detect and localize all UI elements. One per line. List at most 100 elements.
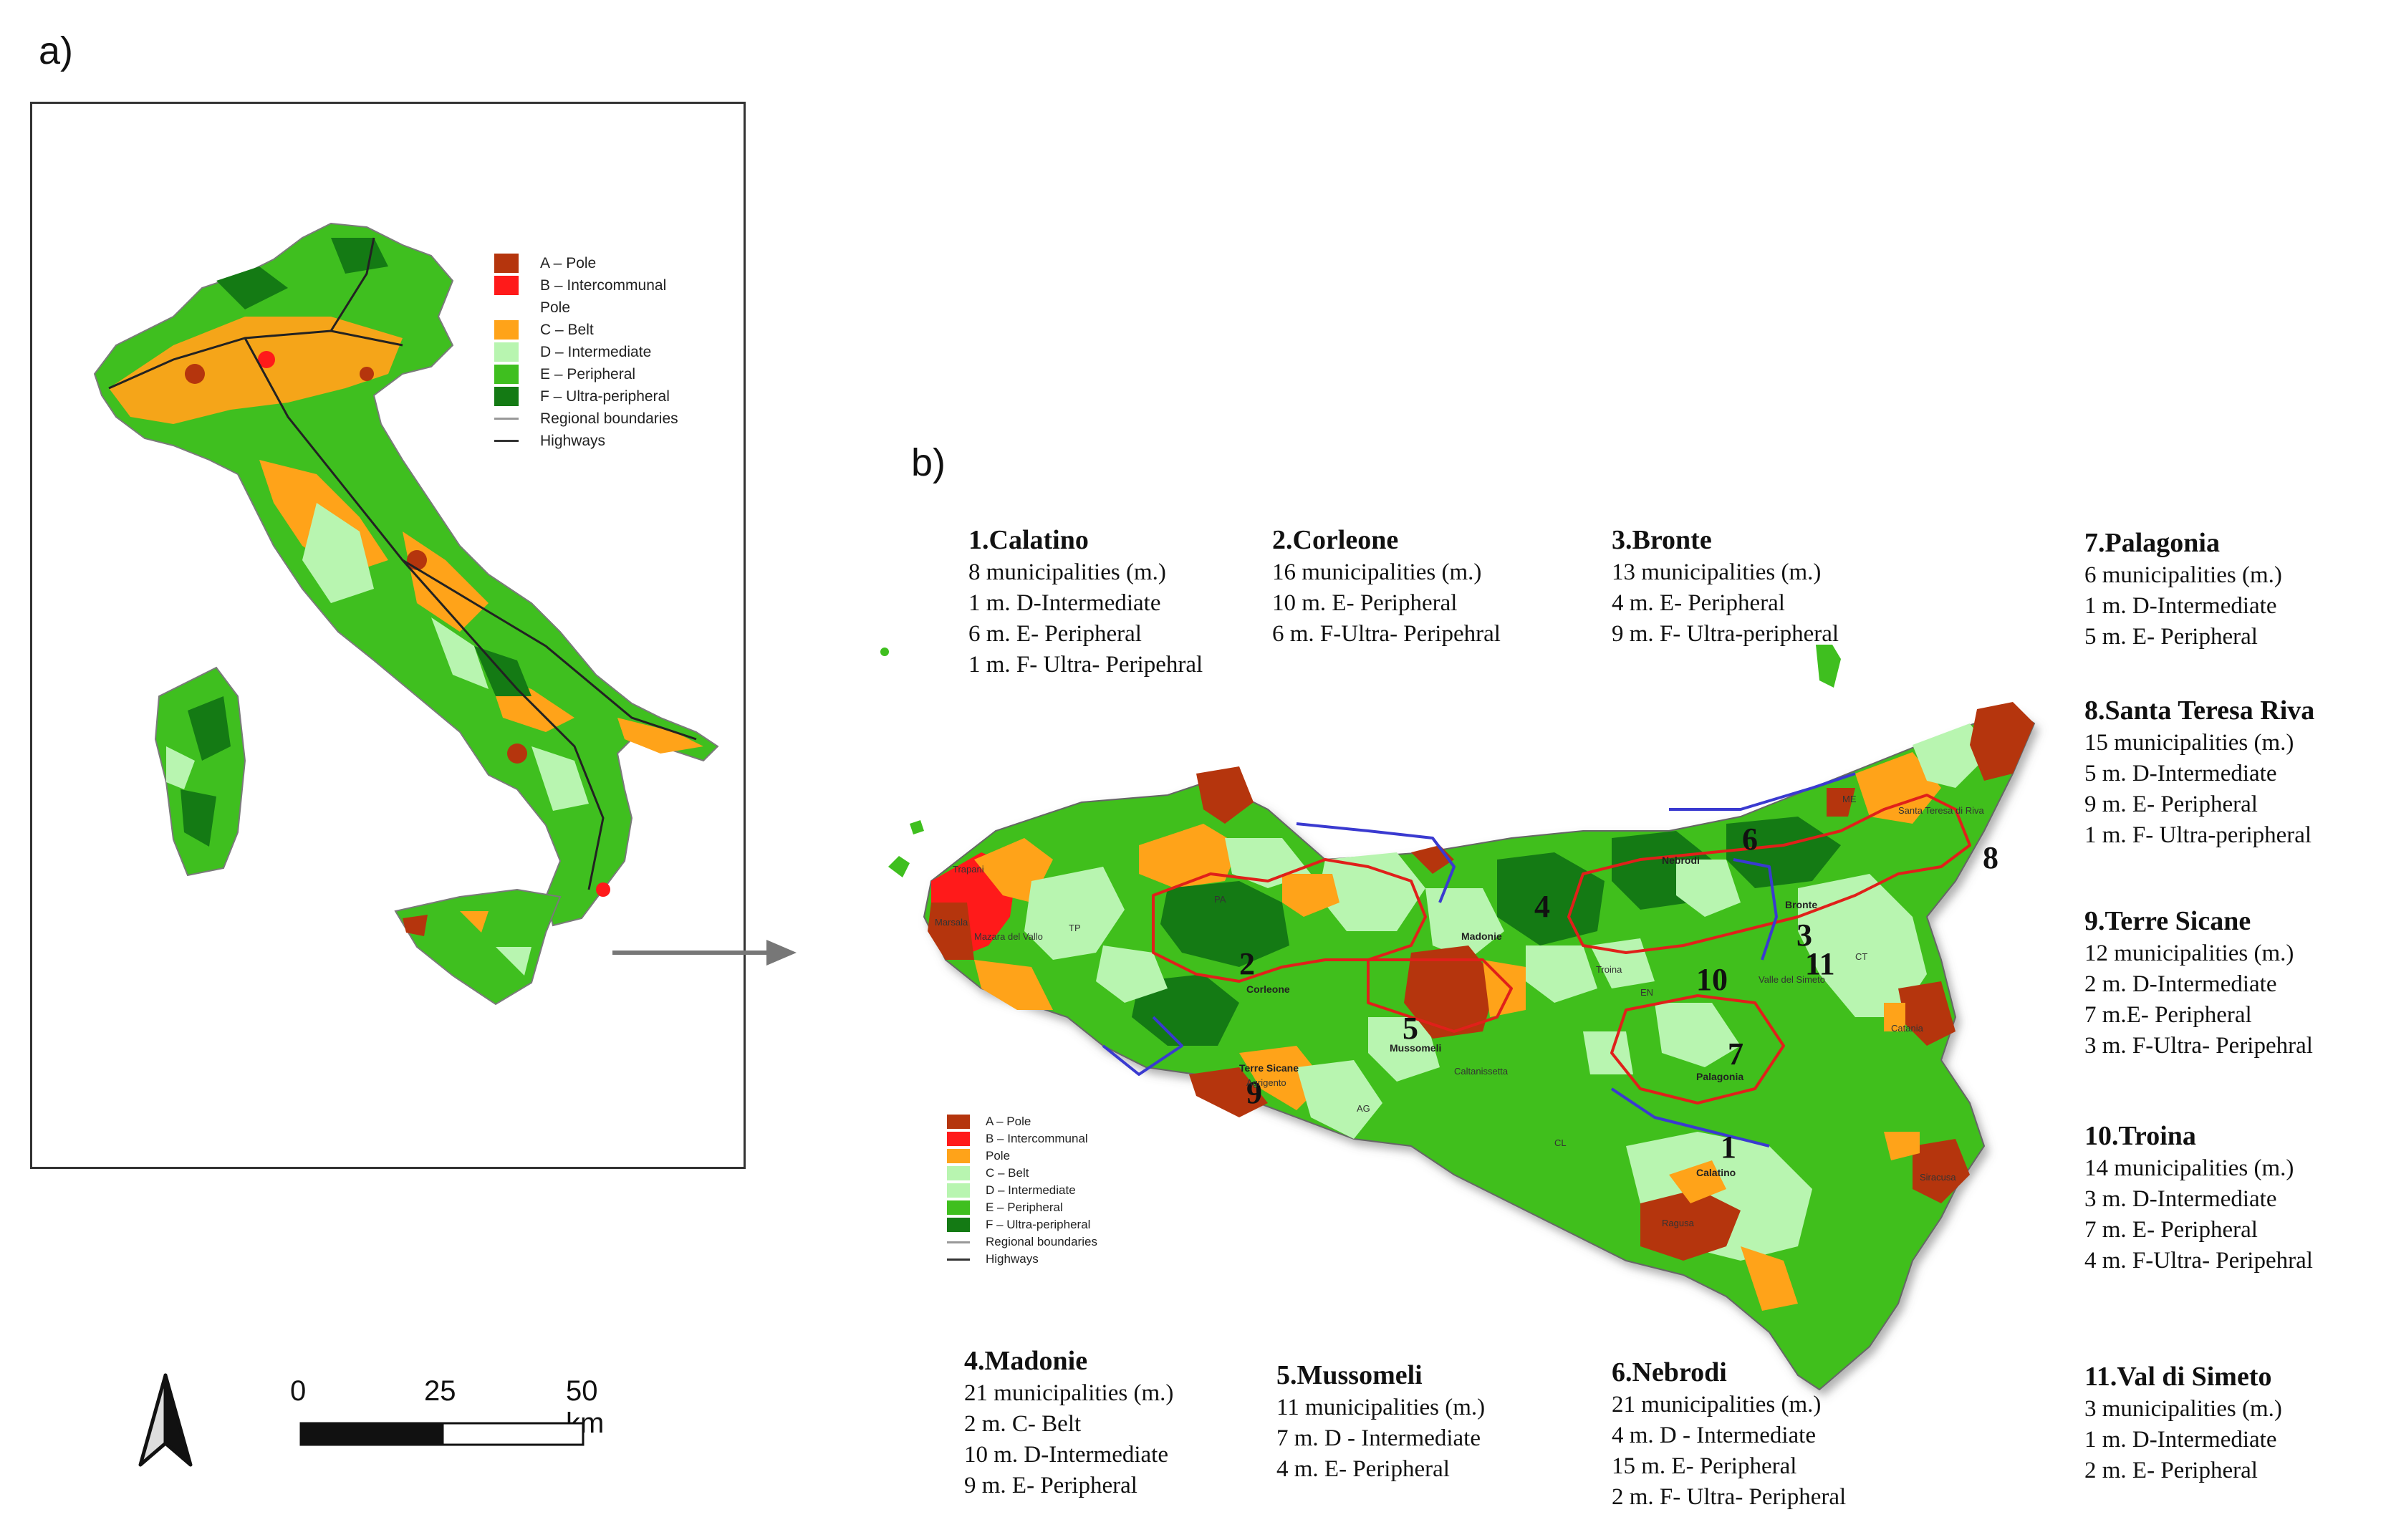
legend-swatch: [947, 1166, 970, 1180]
region-number: 1: [1721, 1130, 1736, 1165]
place-label: CT: [1855, 951, 1867, 962]
legend-item-pole-cont: Pole: [494, 297, 678, 319]
place-label: PA: [1214, 894, 1226, 905]
area-info-nebrodi: 6.Nebrodi 21 municipalities (m.) 4 m. D …: [1612, 1355, 1846, 1513]
region-numbers: 1 2 3 4 5 6 7 8 9 10 11: [1239, 822, 1998, 1165]
area-title: 10.Troina: [2084, 1121, 2196, 1151]
area-line: 5 m. D-Intermediate: [2084, 761, 2277, 786]
place-label: Terre Sicane: [1239, 1062, 1299, 1074]
region-number: 3: [1796, 918, 1812, 953]
area-line: 1 m. D-Intermediate: [968, 590, 1161, 616]
area-title: 8.Santa Teresa Riva: [2084, 696, 2315, 726]
area-line: 6 m. F-Ultra- Peripehral: [1272, 621, 1501, 647]
area-info-madonie: 4.Madonie 21 municipalities (m.) 2 m. C-…: [964, 1344, 1173, 1501]
area-line: 10 m. D-Intermediate: [964, 1442, 1168, 1468]
scale-label-25: 25: [424, 1375, 456, 1407]
region-number: 10: [1696, 962, 1728, 997]
legend-label: A – Pole: [986, 1115, 1031, 1128]
place-label: Marsala: [935, 917, 968, 928]
area-line: 4 m. E- Peripheral: [1612, 590, 1785, 616]
region-number: 4: [1534, 889, 1550, 924]
place-label: Corleone: [1246, 983, 1290, 995]
legend-line: [494, 440, 519, 442]
legend-label: F – Ultra-peripheral: [986, 1218, 1091, 1231]
legend-swatch: [947, 1200, 970, 1215]
panel-label-b: b): [911, 441, 946, 484]
legend-item-peripheral: E – Peripheral: [947, 1199, 1097, 1216]
area-title: 11.Val di Simeto: [2084, 1362, 2272, 1392]
scale-label-0: 0: [290, 1375, 307, 1407]
legend-item-ultra: F – Ultra-peripheral: [494, 385, 678, 408]
area-line: 3 municipalities (m.): [2084, 1396, 2282, 1422]
legend-label: Pole: [540, 299, 571, 316]
area-line: 9 m. E- Peripheral: [964, 1473, 1137, 1498]
area-line: 21 municipalities (m.): [1612, 1392, 1822, 1418]
place-label: Caltanissetta: [1454, 1066, 1509, 1077]
scale-bar: [299, 1422, 585, 1446]
place-label: Bronte: [1785, 899, 1817, 910]
area-line: 13 municipalities (m.): [1612, 559, 1822, 585]
area-line: 7 m.E- Peripheral: [2084, 1002, 2252, 1028]
legend-label: Pole: [986, 1149, 1011, 1163]
region-number: 7: [1728, 1036, 1743, 1072]
area-line: 8 municipalities (m.): [968, 559, 1166, 585]
place-label: CL: [1554, 1137, 1567, 1148]
place-label: EN: [1640, 987, 1653, 998]
region-number: 9: [1246, 1075, 1262, 1110]
area-line: 12 municipalities (m.): [2084, 940, 2294, 966]
legend-label: Regional boundaries: [986, 1235, 1097, 1248]
legend-label: Highways: [540, 432, 606, 449]
legend-item-regional: Regional boundaries: [947, 1233, 1097, 1251]
place-label: Siracusa: [1920, 1172, 1956, 1183]
legend-label: E – Peripheral: [540, 365, 636, 382]
place-label: Agrigento: [1246, 1077, 1286, 1088]
zoom-arrow: [612, 940, 797, 966]
legend-label: B – Intercommunal: [986, 1132, 1088, 1145]
area-line: 6 m. E- Peripheral: [968, 621, 1142, 647]
legend-item-intercommunal: B – Intercommunal: [494, 274, 678, 297]
region-number: 8: [1983, 840, 1998, 875]
place-label: ME: [1842, 794, 1857, 804]
legend-line: [947, 1241, 970, 1243]
legend-swatch: [494, 342, 519, 362]
sicily-small: [394, 888, 562, 1006]
legend-line: [947, 1258, 970, 1261]
legend-item-belt: C – Belt: [494, 319, 678, 341]
place-label: Troina: [1596, 964, 1622, 975]
panel-label-a: a): [39, 29, 74, 72]
legend-item-regional: Regional boundaries: [494, 408, 678, 430]
area-info-bronte: 3.Bronte 13 municipalities (m.) 4 m. E- …: [1612, 523, 1839, 650]
legend-swatch: [494, 320, 519, 340]
legend-item-ultra: F – Ultra-peripheral: [947, 1216, 1097, 1233]
place-label: Mazara del Vallo: [974, 931, 1043, 942]
legend-swatch: [947, 1132, 970, 1146]
legend-label: A – Pole: [540, 254, 597, 271]
area-line: 2 m. C- Belt: [964, 1411, 1082, 1437]
area-line: 5 m. E- Peripheral: [2084, 624, 2258, 650]
area-title: 7.Palagonia: [2084, 528, 2220, 558]
region-number: 2: [1239, 946, 1255, 981]
area-line: 11 municipalities (m.): [1276, 1395, 1486, 1420]
area-title: 9.Terre Sicane: [2084, 906, 2251, 936]
area-title: 6.Nebrodi: [1612, 1357, 1727, 1387]
legend-item-highways: Highways: [494, 430, 678, 452]
area-line: 1 m. F- Ultra-peripheral: [2084, 822, 2312, 848]
region-number: 5: [1403, 1011, 1418, 1046]
area-line: 21 municipalities (m.): [964, 1380, 1174, 1406]
place-label: Valle del Simeto: [1759, 974, 1825, 985]
place-label: Ragusa: [1662, 1218, 1695, 1228]
place-label: Mussomeli: [1390, 1042, 1441, 1054]
area-info-palagonia: 7.Palagonia 6 municipalities (m.) 1 m. D…: [2084, 526, 2282, 653]
area-line: 2 m. F- Ultra- Peripheral: [1612, 1484, 1847, 1510]
italy-map: [93, 222, 719, 1006]
area-title: 2.Corleone: [1272, 525, 1399, 555]
place-label: Calatino: [1696, 1167, 1736, 1178]
place-label: Madonie: [1461, 930, 1502, 942]
place-label: Trapani: [953, 864, 984, 875]
area-line: 4 m. E- Peripheral: [1276, 1456, 1450, 1482]
area-info-val-di-simeto: 11.Val di Simeto 3 municipalities (m.) 1…: [2084, 1359, 2282, 1486]
north-arrow-icon: [138, 1373, 193, 1467]
legend-label: E – Peripheral: [986, 1200, 1063, 1214]
place-label: Palagonia: [1696, 1071, 1743, 1082]
legend-item-highways: Highways: [947, 1251, 1097, 1268]
